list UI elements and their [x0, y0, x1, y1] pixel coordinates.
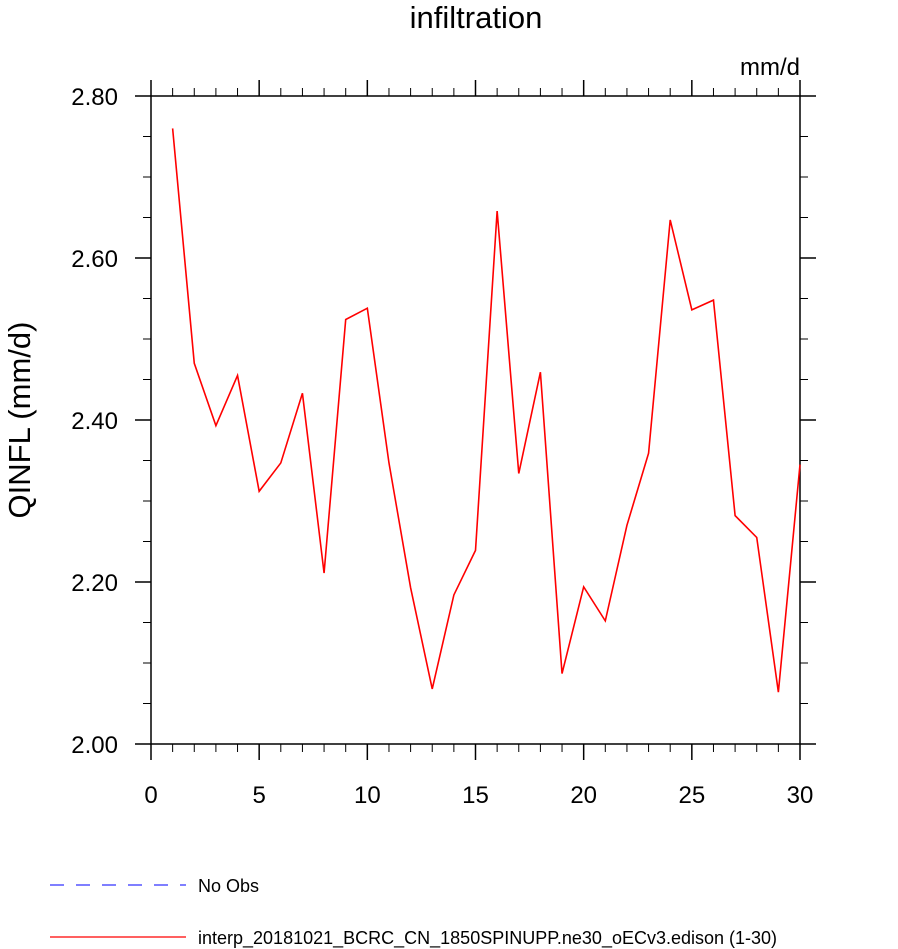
series-layer — [171, 128, 801, 693]
y-tick-label: 2.80 — [71, 84, 118, 111]
x-tick-label: 15 — [462, 782, 489, 809]
units-label: mm/d — [740, 54, 800, 81]
x-tick-label: 30 — [787, 782, 814, 809]
x-tick-label: 25 — [678, 782, 705, 809]
chart-title: infiltration — [410, 0, 543, 35]
y-tick-label: 2.40 — [71, 408, 118, 435]
y-tick-label: 2.00 — [71, 732, 118, 759]
x-tick-label: 10 — [354, 782, 381, 809]
x-tick-label: 0 — [144, 782, 157, 809]
legend: No Obs interp_20181021_BCRC_CN_1850SPINUP… — [50, 876, 777, 949]
legend-label: interp_20181021_BCRC_CN_1850SPINUPP.ne30… — [198, 928, 777, 949]
y-axis-label: QINFL (mm/d) — [2, 322, 37, 519]
x-tick-label: 20 — [570, 782, 597, 809]
plot-frame — [150, 95, 801, 745]
y-tick-label: 2.60 — [71, 246, 118, 273]
x-tick-label: 5 — [252, 782, 265, 809]
series-line — [171, 128, 801, 693]
legend-label: No Obs — [198, 876, 259, 896]
y-tick-label: 2.20 — [71, 570, 118, 597]
ticks-layer: 0 5 10 15 20 25 30 2.00 2.20 2.40 2.60 2.80 — [71, 80, 816, 809]
